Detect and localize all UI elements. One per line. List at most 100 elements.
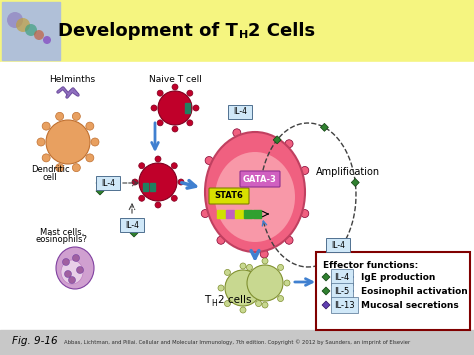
Circle shape bbox=[73, 164, 81, 172]
Circle shape bbox=[301, 166, 309, 174]
Circle shape bbox=[37, 138, 45, 146]
Circle shape bbox=[262, 285, 268, 291]
Circle shape bbox=[193, 105, 199, 111]
FancyBboxPatch shape bbox=[120, 218, 144, 232]
Text: IL-4: IL-4 bbox=[331, 240, 345, 250]
Circle shape bbox=[278, 296, 283, 301]
FancyBboxPatch shape bbox=[326, 238, 350, 252]
Circle shape bbox=[7, 12, 23, 28]
Circle shape bbox=[233, 129, 241, 137]
Text: Helminths: Helminths bbox=[49, 76, 95, 84]
Circle shape bbox=[172, 84, 178, 90]
Circle shape bbox=[171, 163, 177, 169]
Circle shape bbox=[86, 122, 94, 130]
Text: cell: cell bbox=[43, 174, 57, 182]
Circle shape bbox=[225, 270, 261, 306]
Circle shape bbox=[76, 267, 83, 273]
Circle shape bbox=[91, 138, 99, 146]
Bar bbox=[0, 330, 474, 355]
Text: 2 Cells: 2 Cells bbox=[248, 22, 315, 40]
Circle shape bbox=[158, 91, 192, 125]
Text: IL-13: IL-13 bbox=[334, 300, 355, 310]
Text: Effector functions:: Effector functions: bbox=[323, 261, 418, 269]
Bar bbox=[150, 183, 155, 191]
Polygon shape bbox=[322, 287, 330, 295]
Circle shape bbox=[132, 179, 138, 185]
Bar bbox=[143, 183, 148, 191]
Text: Fig. 9-16: Fig. 9-16 bbox=[12, 336, 58, 346]
Text: GATA-3: GATA-3 bbox=[243, 175, 277, 184]
Polygon shape bbox=[96, 179, 104, 187]
Circle shape bbox=[157, 90, 163, 96]
Circle shape bbox=[187, 90, 193, 96]
Circle shape bbox=[155, 156, 161, 162]
FancyBboxPatch shape bbox=[96, 176, 120, 190]
Circle shape bbox=[16, 18, 30, 32]
Circle shape bbox=[201, 209, 209, 218]
Text: IL-4: IL-4 bbox=[101, 179, 115, 187]
Bar bbox=[0, 0, 474, 62]
Polygon shape bbox=[273, 136, 281, 144]
Text: Amplification: Amplification bbox=[316, 167, 380, 177]
Circle shape bbox=[255, 301, 262, 307]
Circle shape bbox=[278, 264, 283, 271]
Ellipse shape bbox=[215, 152, 295, 242]
Circle shape bbox=[172, 126, 178, 132]
Circle shape bbox=[225, 269, 230, 275]
Polygon shape bbox=[322, 273, 330, 281]
Polygon shape bbox=[351, 179, 359, 186]
Circle shape bbox=[284, 280, 290, 286]
Circle shape bbox=[225, 301, 230, 307]
Bar bbox=[185, 103, 190, 113]
Circle shape bbox=[46, 120, 90, 164]
Circle shape bbox=[240, 307, 246, 313]
Polygon shape bbox=[96, 187, 104, 195]
Circle shape bbox=[42, 154, 50, 162]
Circle shape bbox=[171, 195, 177, 201]
Circle shape bbox=[262, 302, 268, 308]
Circle shape bbox=[55, 112, 64, 120]
Text: IL-4: IL-4 bbox=[334, 273, 349, 282]
Bar bbox=[0, 62, 474, 332]
Circle shape bbox=[285, 140, 293, 148]
FancyBboxPatch shape bbox=[209, 188, 249, 204]
Ellipse shape bbox=[56, 247, 94, 289]
Text: T: T bbox=[204, 295, 210, 305]
Bar bbox=[253, 210, 261, 218]
Circle shape bbox=[42, 122, 50, 130]
Circle shape bbox=[246, 264, 253, 271]
Circle shape bbox=[246, 296, 253, 301]
Text: Eosinophil activation: Eosinophil activation bbox=[361, 286, 468, 295]
Circle shape bbox=[218, 285, 224, 291]
Text: Mast cells,: Mast cells, bbox=[40, 228, 84, 236]
Bar bbox=[2, 2, 60, 60]
Text: H: H bbox=[239, 30, 248, 40]
FancyBboxPatch shape bbox=[316, 252, 470, 330]
Circle shape bbox=[86, 154, 94, 162]
Circle shape bbox=[285, 236, 293, 244]
Bar bbox=[235, 210, 243, 218]
Polygon shape bbox=[122, 221, 130, 229]
Circle shape bbox=[217, 236, 225, 244]
Text: Dendritic: Dendritic bbox=[31, 165, 69, 175]
Bar bbox=[226, 210, 234, 218]
Polygon shape bbox=[322, 301, 330, 309]
Circle shape bbox=[255, 269, 262, 275]
Circle shape bbox=[247, 265, 283, 301]
Circle shape bbox=[69, 277, 75, 284]
Circle shape bbox=[205, 157, 213, 164]
Circle shape bbox=[25, 24, 37, 36]
Circle shape bbox=[73, 112, 81, 120]
Text: IL-5: IL-5 bbox=[334, 286, 349, 295]
Circle shape bbox=[55, 164, 64, 172]
Polygon shape bbox=[130, 229, 138, 237]
Text: IL-4: IL-4 bbox=[125, 220, 139, 229]
Circle shape bbox=[151, 105, 157, 111]
Text: Naive T cell: Naive T cell bbox=[148, 76, 201, 84]
Text: Development of T: Development of T bbox=[58, 22, 238, 40]
Circle shape bbox=[262, 258, 268, 264]
Circle shape bbox=[157, 120, 163, 126]
Circle shape bbox=[64, 271, 72, 278]
Circle shape bbox=[260, 250, 268, 258]
Circle shape bbox=[240, 263, 246, 269]
